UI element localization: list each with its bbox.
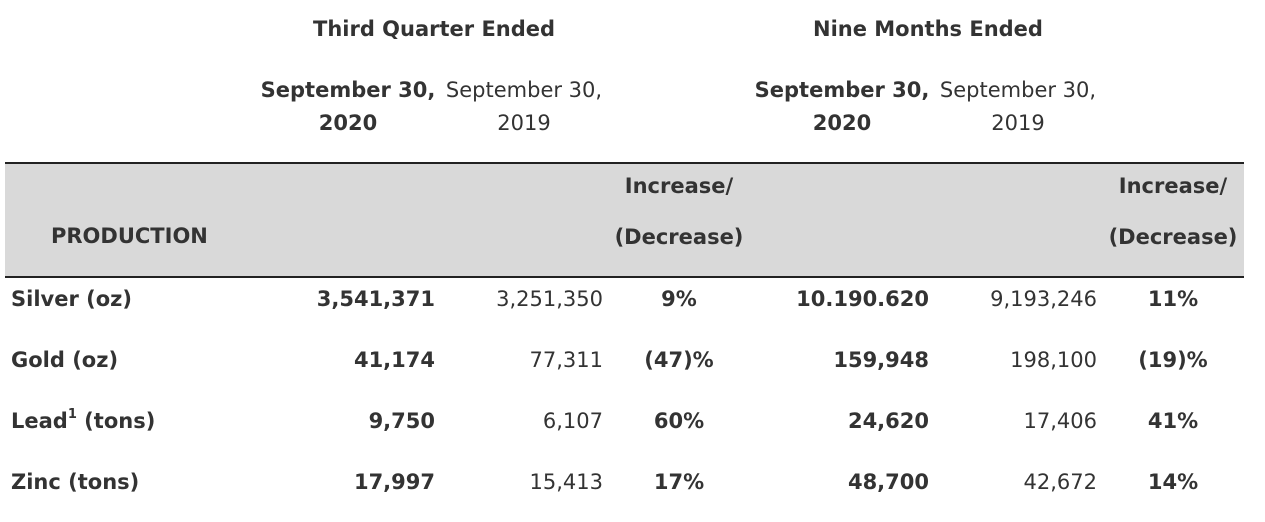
nine-2020-value: 10.190.620 [796, 287, 929, 311]
quarter-2020-value: 9,750 [368, 409, 435, 433]
quarter-change-header-line1: Increase/ [624, 174, 734, 198]
nine-change-value: (19)% [1138, 348, 1208, 372]
quarter-2019-value: 77,311 [529, 348, 603, 372]
quarter-change-value: 9% [661, 287, 697, 311]
quarter-change-value: (47)% [644, 348, 714, 372]
nine-2020-value: 159,948 [833, 348, 929, 372]
nine-2019-value: 198,100 [1010, 348, 1097, 372]
production-label: PRODUCTION [51, 224, 208, 248]
quarter-2020-value: 3,541,371 [316, 287, 435, 311]
row-label: Lead1 (tons) [11, 401, 155, 441]
quarter-2020-value: 41,174 [353, 348, 435, 372]
quarter-2019-value: 6,107 [542, 409, 603, 433]
nine-2019-header-line1: September 30, [939, 78, 1097, 102]
table-row-gold: Gold (oz) 41,174 77,311 (47)% 159,948 19… [0, 340, 1265, 380]
quarter-2020-value: 17,997 [353, 470, 435, 494]
nine-2020-value: 48,700 [847, 470, 929, 494]
nine-change-header-line2: (Decrease) [1108, 225, 1238, 249]
nine-2019-value: 9,193,246 [990, 287, 1097, 311]
nine-change-value: 41% [1147, 409, 1199, 433]
table-row-zinc: Zinc (tons) 17,997 15,413 17% 48,700 42,… [0, 462, 1265, 502]
nine-2020-header: September 30, 2020 [752, 74, 932, 140]
quarter-2019-header-line1: September 30, [445, 78, 603, 102]
quarter-2020-header-line1: September 30, [260, 78, 436, 102]
row-label: Silver (oz) [11, 287, 132, 311]
footnote-marker: 1 [67, 407, 77, 422]
nine-2019-value: 17,406 [1023, 409, 1097, 433]
nine-change-value: 11% [1147, 287, 1199, 311]
nine-months-period-title: Nine Months Ended [813, 17, 1043, 41]
row-label-unit: (tons) [76, 409, 156, 433]
nine-2019-header-line2: 2019 [991, 111, 1045, 135]
nine-2019-header: September 30, 2019 [928, 74, 1108, 140]
quarter-2019-header-line2: 2019 [497, 111, 551, 135]
nine-change-header: Increase/ (Decrease) [1093, 170, 1253, 254]
row-label: Gold (oz) [11, 348, 119, 372]
quarter-change-value: 17% [653, 470, 705, 494]
quarter-period-title: Third Quarter Ended [313, 17, 556, 41]
nine-2020-header-line1: September 30, [754, 78, 930, 102]
row-label: Zinc (tons) [11, 470, 140, 494]
quarter-2019-value: 15,413 [529, 470, 603, 494]
table-row-silver: Silver (oz) 3,541,371 3,251,350 9% 10.19… [0, 279, 1265, 319]
nine-change-header-line1: Increase/ [1118, 174, 1228, 198]
quarter-change-value: 60% [653, 409, 705, 433]
table-row-lead: Lead1 (tons) 9,750 6,107 60% 24,620 17,4… [0, 401, 1265, 441]
nine-2020-header-line2: 2020 [812, 111, 872, 135]
nine-2020-value: 24,620 [847, 409, 929, 433]
quarter-2020-header-line2: 2020 [318, 111, 378, 135]
quarter-2019-header: September 30, 2019 [434, 74, 614, 140]
nine-change-value: 14% [1147, 470, 1199, 494]
quarter-2019-value: 3,251,350 [496, 287, 603, 311]
quarter-change-header-line2: (Decrease) [614, 225, 744, 249]
nine-2019-value: 42,672 [1023, 470, 1097, 494]
quarter-2020-header: September 30, 2020 [258, 74, 438, 140]
production-header-band [5, 162, 1244, 278]
quarter-change-header: Increase/ (Decrease) [599, 170, 759, 254]
row-label-name: Lead [11, 409, 68, 433]
